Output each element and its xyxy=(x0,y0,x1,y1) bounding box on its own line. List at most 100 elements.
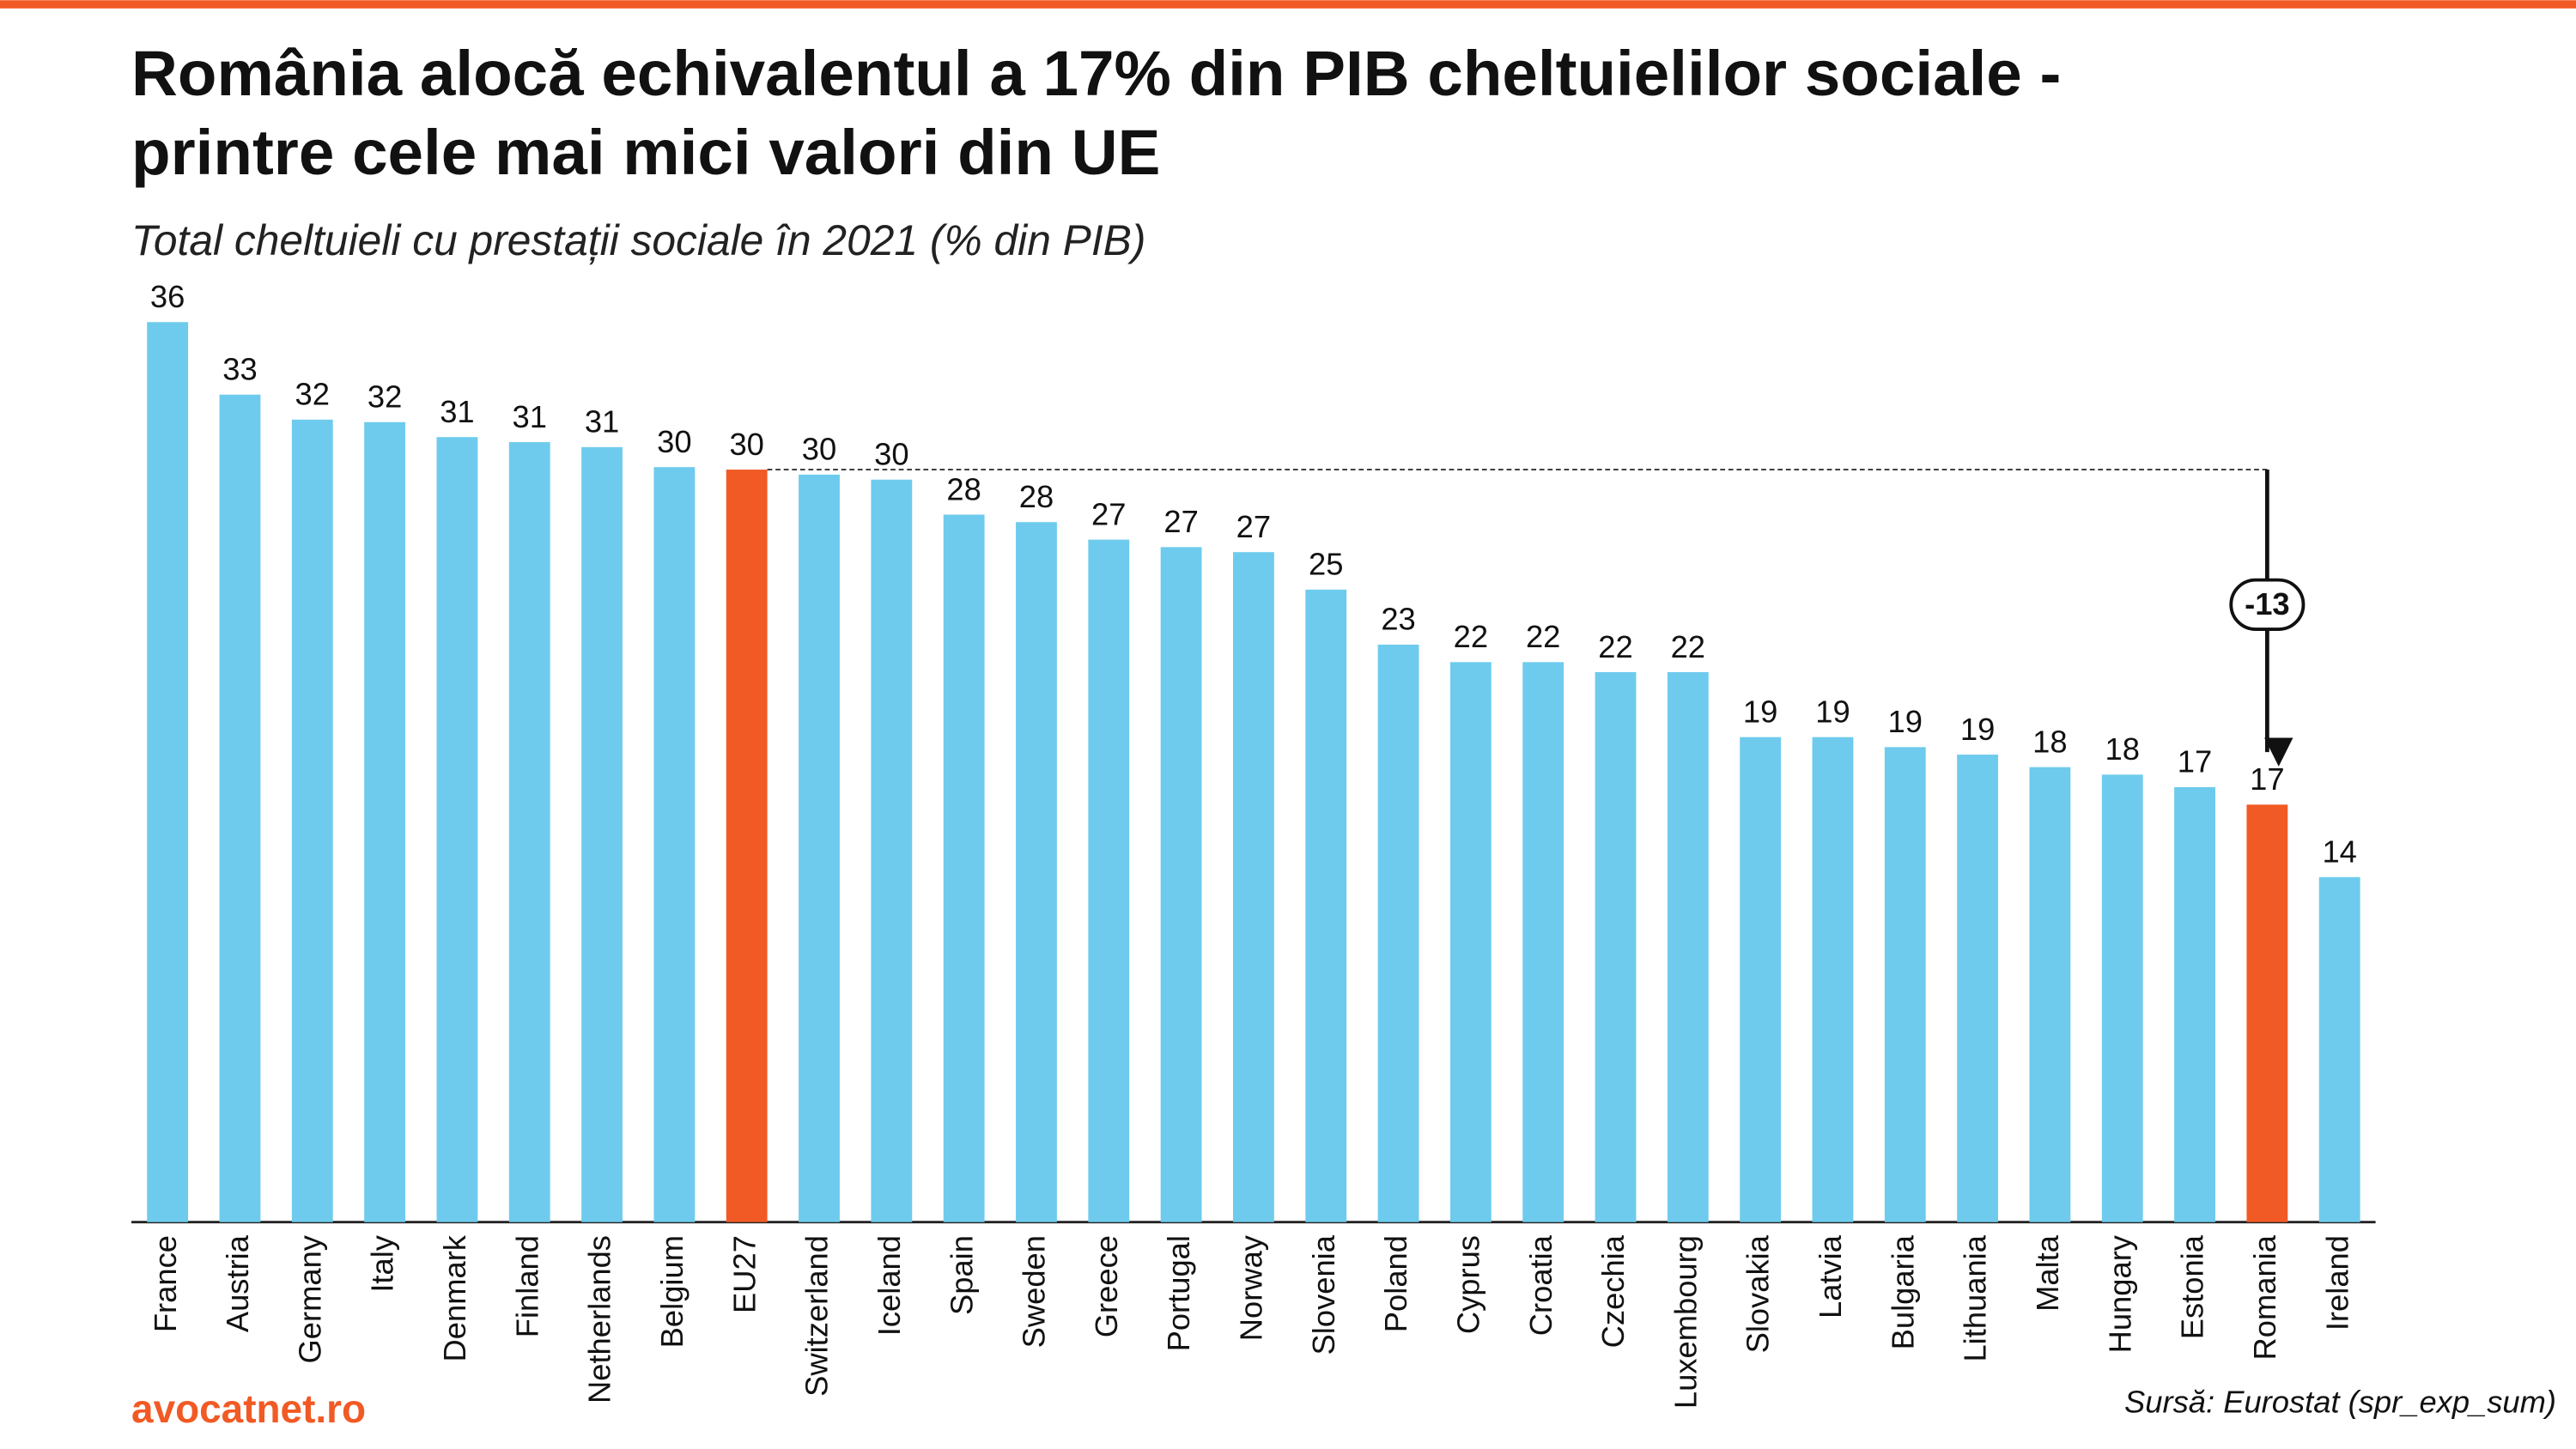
bar xyxy=(508,442,550,1222)
value-label: 17 xyxy=(2178,744,2212,779)
value-label: 14 xyxy=(2322,834,2356,870)
x-tick-label: Greece xyxy=(1089,1235,1124,1337)
bar xyxy=(1812,737,1854,1222)
x-tick-label: Belgium xyxy=(654,1235,690,1348)
value-label: 32 xyxy=(368,379,402,415)
value-label: 30 xyxy=(802,432,836,467)
annotation-badge xyxy=(2229,578,2306,631)
value-label: 19 xyxy=(1960,712,1995,747)
value-label: 31 xyxy=(440,394,474,429)
bar xyxy=(1377,644,1419,1222)
bar xyxy=(653,467,696,1222)
x-tick-label: Poland xyxy=(1378,1235,1413,1332)
bar xyxy=(291,419,333,1222)
bar xyxy=(799,474,840,1222)
top-stripe xyxy=(0,0,2576,9)
bar xyxy=(1740,737,1782,1222)
x-tick-label: Bulgaria xyxy=(1885,1234,1920,1349)
bar xyxy=(219,394,261,1222)
value-label: 30 xyxy=(874,437,908,472)
value-label: 22 xyxy=(1598,629,1632,664)
x-tick-label: Finland xyxy=(509,1235,544,1337)
bar xyxy=(2101,774,2143,1222)
bar xyxy=(1305,589,1347,1222)
bar xyxy=(1667,671,1709,1222)
x-tick-label: Czechia xyxy=(1595,1234,1631,1348)
value-label: 18 xyxy=(2105,731,2140,767)
source: Sursă: Eurostat (spr_exp_sum) xyxy=(2124,1385,2556,1420)
value-label: 17 xyxy=(2250,761,2284,797)
value-label: 22 xyxy=(1526,619,1560,654)
bar xyxy=(871,479,913,1222)
bar xyxy=(1160,547,1202,1222)
x-tick-label: France xyxy=(148,1235,183,1332)
chart-subtitle: Total cheltuieli cu prestații sociale în… xyxy=(131,216,1145,264)
value-label: 33 xyxy=(222,351,257,386)
x-tick-label: Portugal xyxy=(1161,1235,1196,1351)
bar xyxy=(436,437,478,1222)
x-tick-label: Cyprus xyxy=(1450,1235,1485,1334)
bar xyxy=(581,446,623,1222)
x-tick-label: Iceland xyxy=(872,1235,907,1336)
x-tick-label: Italy xyxy=(365,1234,400,1292)
value-label: 28 xyxy=(946,471,981,506)
value-label: 27 xyxy=(1091,496,1126,531)
brand: avocatnet.ro xyxy=(131,1386,366,1431)
bar xyxy=(1595,671,1637,1222)
x-tick-label: Switzerland xyxy=(799,1235,835,1397)
value-label: 31 xyxy=(585,404,619,440)
x-tick-label: Slovakia xyxy=(1741,1234,1776,1353)
x-tick-label: Spain xyxy=(944,1235,979,1315)
x-tick-label: Luxembourg xyxy=(1668,1235,1703,1409)
value-label: 25 xyxy=(1309,547,1343,582)
annotation: -13 xyxy=(2245,586,2290,621)
x-tick-label: Sweden xyxy=(1017,1235,1052,1348)
bar xyxy=(2246,804,2288,1222)
bar xyxy=(1088,539,1130,1222)
x-tick-label: Hungary xyxy=(2102,1234,2137,1353)
value-label: 30 xyxy=(729,427,763,462)
x-tick-label: Lithuania xyxy=(1958,1234,1993,1361)
value-label: 28 xyxy=(1019,479,1054,514)
bar xyxy=(364,421,406,1222)
value-label: 23 xyxy=(1381,602,1415,637)
x-tick-label: EU27 xyxy=(726,1235,762,1313)
x-tick-label: Netherlands xyxy=(582,1235,617,1404)
bar xyxy=(726,470,768,1222)
value-label: 31 xyxy=(513,399,547,434)
x-tick-label: Germany xyxy=(292,1234,327,1363)
bar xyxy=(2318,876,2360,1222)
x-tick-label: Slovenia xyxy=(1306,1234,1341,1355)
value-label: 19 xyxy=(1888,704,1923,739)
bar xyxy=(1522,662,1564,1222)
x-tick-label: Austria xyxy=(220,1234,255,1332)
bar xyxy=(147,322,189,1222)
bar xyxy=(1957,755,1999,1222)
chart-title: România alocă echivalentul a 17% din PIB… xyxy=(131,37,2061,109)
value-label: 27 xyxy=(1163,504,1198,539)
bar xyxy=(2029,767,2071,1222)
x-tick-label: Estonia xyxy=(2175,1234,2210,1339)
value-label: 30 xyxy=(657,424,691,459)
x-tick-label: Romania xyxy=(2247,1234,2282,1360)
bar xyxy=(943,514,985,1222)
value-label: 32 xyxy=(295,377,330,412)
value-label: 22 xyxy=(1671,629,1705,664)
value-label: 19 xyxy=(1815,694,1850,729)
chart-title: printre cele mai mici valori din UE xyxy=(131,116,1160,188)
bar xyxy=(2174,786,2215,1222)
bar xyxy=(1884,747,1926,1222)
value-label: 19 xyxy=(1743,694,1777,729)
x-tick-label: Latvia xyxy=(1813,1234,1848,1319)
value-label: 18 xyxy=(2032,724,2067,759)
x-tick-label: Croatia xyxy=(1523,1234,1558,1336)
x-tick-label: Ireland xyxy=(2319,1235,2354,1331)
value-label: 36 xyxy=(150,279,185,314)
x-tick-label: Norway xyxy=(1234,1234,1269,1341)
bar xyxy=(1016,522,1057,1222)
bar xyxy=(1449,662,1492,1222)
x-tick-label: Denmark xyxy=(437,1234,472,1361)
value-label: 27 xyxy=(1236,509,1271,544)
x-tick-label: Malta xyxy=(2030,1234,2065,1312)
